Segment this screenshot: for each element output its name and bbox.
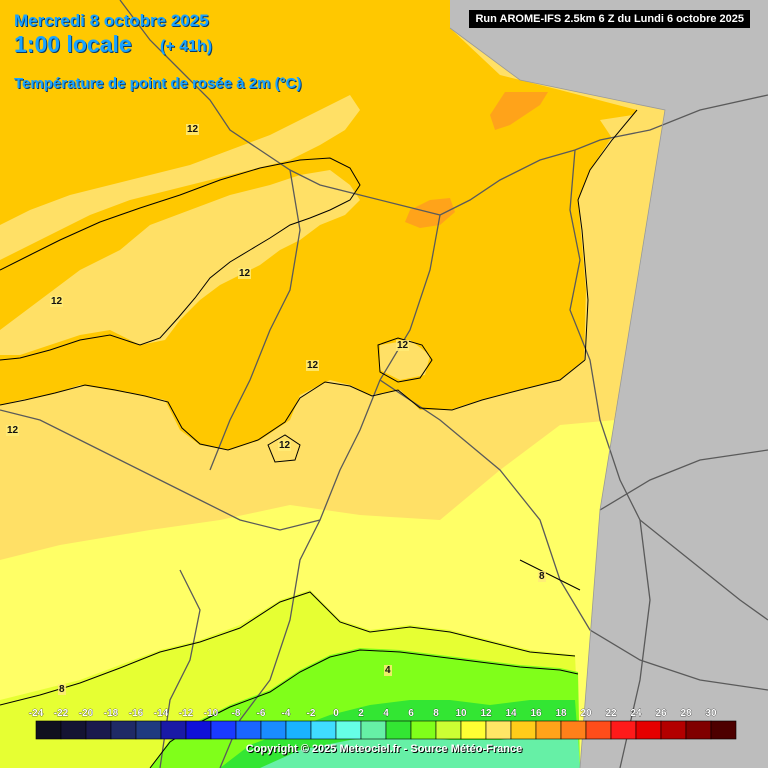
- legend-swatch: [60, 720, 87, 740]
- legend-label: -4: [282, 708, 291, 719]
- contour-label: 12: [186, 124, 200, 135]
- legend-label: 16: [530, 708, 542, 719]
- legend-label: -2: [307, 708, 316, 719]
- contour-label: 8: [58, 684, 66, 695]
- legend-label: -16: [129, 708, 144, 719]
- legend-swatch: [260, 720, 287, 740]
- legend-label: -24: [29, 708, 44, 719]
- legend-swatch: [610, 720, 637, 740]
- legend-swatch: [460, 720, 487, 740]
- legend-label: 4: [383, 708, 389, 719]
- dewpoint-zone-10-12-center: [380, 340, 430, 380]
- legend-label: -18: [104, 708, 119, 719]
- legend-swatch: [560, 720, 587, 740]
- contour-label: 12: [238, 268, 252, 279]
- contours-8-4: [0, 559, 581, 768]
- legend-label: -12: [179, 708, 194, 719]
- legend-label: 10: [455, 708, 467, 719]
- contour-12-south: [0, 359, 586, 451]
- parameter-title: Température de point de rosée à 2m (°C): [14, 75, 302, 92]
- legend-swatch: [335, 720, 362, 740]
- legend-label: -6: [257, 708, 266, 719]
- legend-swatch: [210, 720, 237, 740]
- legend-swatch: [510, 720, 537, 740]
- contour-label: 12: [6, 425, 20, 436]
- legend-label: 24: [630, 708, 642, 719]
- contour-12-coast: [0, 157, 361, 361]
- legend-label: 18: [555, 708, 567, 719]
- legend-swatch: [360, 720, 387, 740]
- legend-label: 14: [505, 708, 517, 719]
- legend-label: -22: [54, 708, 69, 719]
- legend-swatch: [535, 720, 562, 740]
- dewpoint-zone-0-2: [260, 735, 580, 768]
- legend-swatch: [660, 720, 687, 740]
- forecast-time: 1:00 locale: [14, 31, 132, 57]
- legend-swatch: [635, 720, 662, 740]
- border-line: [209, 169, 301, 471]
- legend-swatch: [135, 720, 162, 740]
- legend-label: 26: [655, 708, 667, 719]
- legend-swatch: [435, 720, 462, 740]
- legend-swatch: [285, 720, 312, 740]
- domain-edge: [449, 27, 666, 768]
- legend-label: -20: [79, 708, 94, 719]
- lead-time: (+ 41h): [160, 38, 213, 55]
- border-line: [219, 214, 441, 768]
- contour-label: 12: [396, 340, 410, 351]
- legend-swatch: [235, 720, 262, 740]
- border-line: [599, 449, 768, 511]
- legend-label: 6: [408, 708, 414, 719]
- contour-label: 8: [538, 571, 546, 582]
- legend-swatch: [160, 720, 187, 740]
- border-line: [119, 0, 441, 216]
- copyright-credit: Copyright © 2025 Meteociel.fr - Source M…: [245, 743, 523, 755]
- forecast-date: Mercredi 8 octobre 2025: [14, 11, 209, 30]
- contour-8: [0, 591, 576, 706]
- legend-swatch: [35, 720, 62, 740]
- dewpoint-zone-10-12-coast: [0, 95, 360, 260]
- legend-label: 22: [605, 708, 617, 719]
- legend-label: 2: [358, 708, 364, 719]
- legend-swatch: [410, 720, 437, 740]
- legend-swatch: [585, 720, 612, 740]
- legend-label: 12: [480, 708, 492, 719]
- contour-12-east: [577, 109, 638, 361]
- contour-8-east: [519, 559, 581, 591]
- contour-label: 4: [384, 665, 392, 676]
- legend-swatch: [485, 720, 512, 740]
- color-legend: -24 -22 -20 -18 -16 -14 -12 -10 -8 -6 -4 -2 0 2 4 6 8 10 1…: [29, 708, 737, 740]
- legend-swatch: [385, 720, 412, 740]
- legend-swatch: [185, 720, 212, 740]
- legend-label: 8: [433, 708, 439, 719]
- border-line: [569, 149, 768, 621]
- legend-label: 0: [333, 708, 339, 719]
- legend-swatch: [685, 720, 712, 740]
- legend-swatch: [85, 720, 112, 740]
- contours-12: [0, 109, 638, 463]
- legend-label: -14: [154, 708, 169, 719]
- legend-label: 20: [580, 708, 592, 719]
- run-info: Run AROME-IFS 2.5km 6 Z du Lundi 6 octob…: [469, 10, 750, 28]
- legend-label: 28: [680, 708, 692, 719]
- dewpoint-zone-10-12-north: [0, 170, 360, 355]
- border-line: [0, 409, 321, 531]
- contour-12-loop2: [267, 434, 301, 463]
- legend-swatch: [310, 720, 337, 740]
- dewpoint-zone-14-16-ne: [490, 92, 548, 130]
- contour-12-loop: [377, 337, 433, 383]
- legend-label: -8: [232, 708, 241, 719]
- legend-label: 30: [705, 708, 717, 719]
- legend-label: -10: [204, 708, 219, 719]
- contour-label: 12: [278, 440, 292, 451]
- contour-4: [149, 649, 579, 768]
- dewpoint-zone-10-12-east: [586, 110, 665, 420]
- contour-label: 12: [50, 296, 64, 307]
- legend-swatch: [710, 720, 737, 740]
- legend-swatch: [110, 720, 137, 740]
- contour-label: 12: [306, 360, 320, 371]
